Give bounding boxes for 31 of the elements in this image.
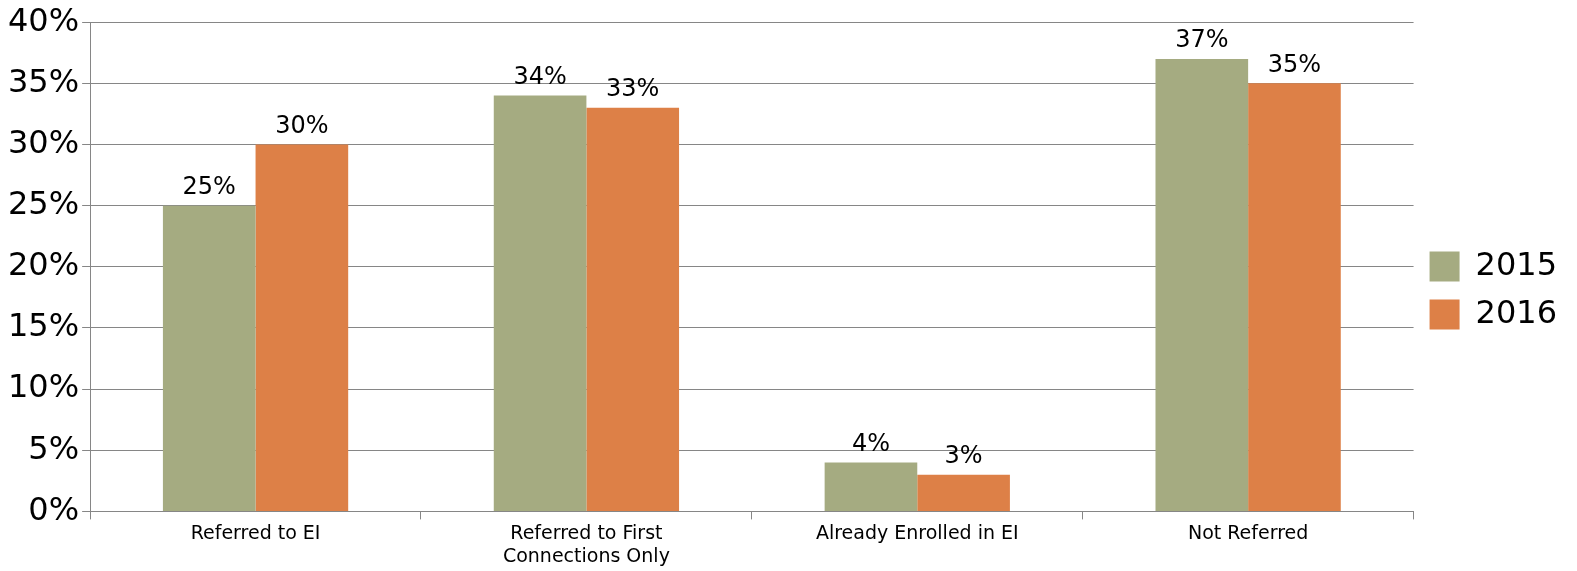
y-tick-label: 20% xyxy=(8,245,80,284)
data-label: 25% xyxy=(182,171,236,200)
bar xyxy=(493,95,587,511)
bar xyxy=(586,107,680,511)
bar xyxy=(1155,58,1249,511)
x-tick-label: Referred to First Connections Only xyxy=(502,520,670,566)
bar xyxy=(1248,83,1341,511)
legend-label: 2016 xyxy=(1475,292,1557,331)
y-tick-label: 10% xyxy=(8,367,80,406)
x-tick-label: Referred to EI xyxy=(190,520,321,543)
bar xyxy=(255,144,349,511)
data-label: 33% xyxy=(606,74,660,103)
x-tick-label: Already Enrolled in EI xyxy=(815,520,1019,543)
data-label: 3% xyxy=(944,440,983,469)
y-tick-label: 40% xyxy=(8,0,80,39)
data-label: 4% xyxy=(851,428,890,457)
data-label: 34% xyxy=(513,61,567,90)
y-tick-label: 35% xyxy=(8,61,80,100)
data-label: 30% xyxy=(275,110,329,139)
y-tick-label: 0% xyxy=(28,489,80,528)
y-tick-label: 30% xyxy=(8,122,80,161)
bar xyxy=(917,474,1010,511)
bar xyxy=(824,462,918,511)
bar xyxy=(162,205,256,511)
y-tick-label: 25% xyxy=(8,183,80,222)
legend-label: 2015 xyxy=(1475,244,1557,283)
x-tick-label: Not Referred xyxy=(1187,520,1309,543)
y-tick-label: 15% xyxy=(8,306,80,345)
data-label: 37% xyxy=(1175,25,1229,54)
y-tick-label: 5% xyxy=(28,428,80,467)
data-label: 35% xyxy=(1267,49,1322,78)
